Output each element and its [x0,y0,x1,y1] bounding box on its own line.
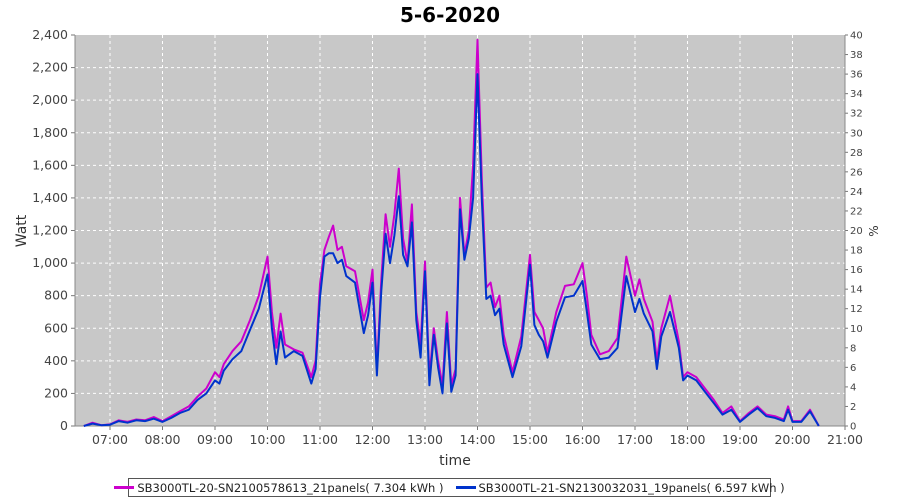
y2-tick-label: 2 [850,402,856,413]
y-tick-label: 2,400 [32,27,68,42]
y2-tick-label: 30 [850,128,863,139]
legend-swatch-blue [455,486,476,489]
y2-tick-label: 22 [850,206,863,217]
y-tick-label: 200 [44,385,68,400]
legend-item-2: SB3000TL-21-SN2130032031_19panels( 6.597… [455,480,785,495]
legend-label-2: SB3000TL-21-SN2130032031_19panels( 6.597… [478,480,785,495]
y-axis-left: 0 200 400 600 800 1,000 1,200 1,400 1,600 1,800 2,… [32,27,76,433]
x-tick-label: 10:00 [249,432,285,447]
y2-tick-label: 20 [850,226,863,237]
legend-item-1: SB3000TL-20-SN2100578613_21panels( 7.304… [114,480,444,495]
x-tick-label: 20:00 [774,432,810,447]
series-line-2 [83,73,820,427]
legend: SB3000TL-20-SN2100578613_21panels( 7.304… [114,478,785,497]
x-tick-label: 12:00 [354,432,390,447]
y2-tick-label: 32 [850,109,863,120]
y2-tick-label: 40 [850,31,863,42]
series-lines [83,38,820,427]
y-tick-label: 1,200 [32,223,68,238]
x-tick-label: 19:00 [722,432,758,447]
y2-tick-label: 12 [850,304,863,315]
y-tick-label: 0 [60,418,68,433]
y2-tick-label: 10 [850,324,863,335]
y-tick-label: 600 [44,320,68,335]
x-tick-label: 16:00 [564,432,600,447]
y2-tick-label: 28 [850,148,863,159]
x-tick-label: 08:00 [144,432,180,447]
y2-tick-label: 38 [850,50,863,61]
x-axis: 07:00 08:00 09:00 10:00 11:00 12:00 13:00 14:00… [75,425,863,447]
y-tick-label: 800 [44,288,68,303]
y-axis-title: Watt [14,214,30,247]
y2-tick-label: 34 [850,89,863,100]
y2-tick-label: 26 [850,167,863,178]
y2-tick-label: 4 [850,382,856,393]
y-tick-label: 2,000 [32,92,68,107]
y-tick-label: 2,200 [32,60,68,75]
x-tick-label: 09:00 [197,432,233,447]
y-tick-label: 400 [44,353,68,368]
x-tick-label: 13:00 [407,432,443,447]
y-tick-label: 1,400 [32,190,68,205]
chart-title: 5-6-2020 [400,3,500,27]
y2-tick-label: 6 [850,363,856,374]
legend-label-1: SB3000TL-20-SN2100578613_21panels( 7.304… [137,480,444,495]
y-tick-label: 1,000 [32,255,68,270]
y2-tick-label: 24 [850,187,863,198]
grid-lines [75,35,845,426]
y2-tick-label: 0 [850,422,856,433]
y-tick-label: 1,800 [32,125,68,140]
x-tick-label: 14:00 [459,432,495,447]
y2-tick-label: 14 [850,285,863,296]
y2-tick-label: 16 [850,265,863,276]
x-tick-label: 15:00 [512,432,548,447]
x-tick-label: 21:00 [827,432,863,447]
y-tick-label: 1,600 [32,157,68,172]
legend-swatch-magenta [114,486,135,489]
y2-tick-label: 8 [850,343,856,354]
x-tick-label: 17:00 [617,432,653,447]
y2-tick-label: 18 [850,246,863,257]
x-tick-label: 18:00 [669,432,705,447]
x-tick-label: 07:00 [92,432,128,447]
x-axis-title: time [439,453,471,469]
y2-tick-label: 36 [850,70,863,81]
y2-axis-title: % [867,225,881,236]
x-tick-label: 11:00 [302,432,338,447]
